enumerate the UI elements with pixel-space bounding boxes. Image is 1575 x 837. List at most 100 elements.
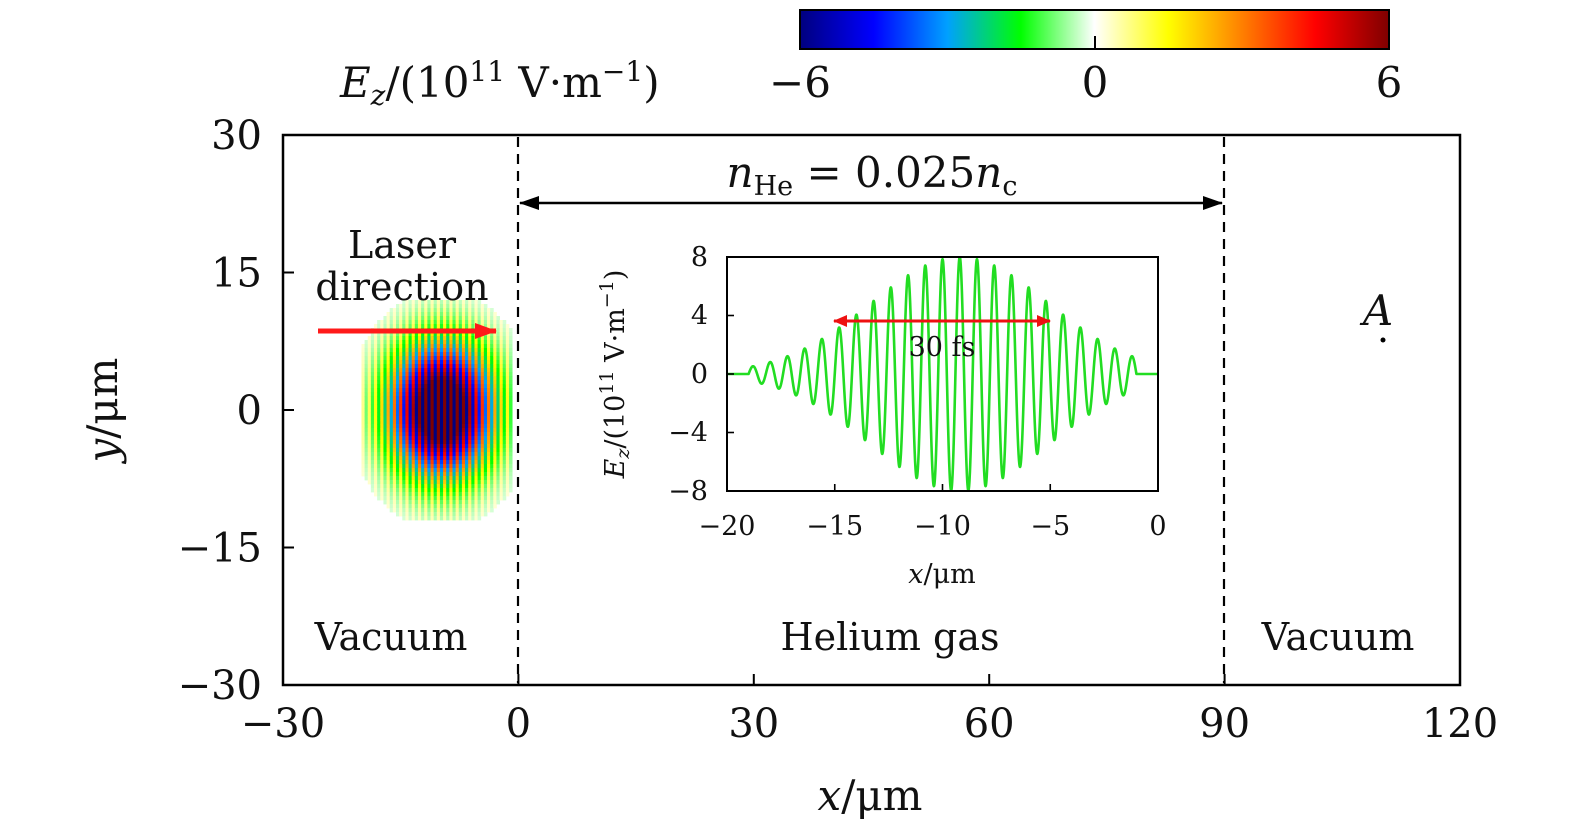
field-cell (405, 388, 409, 393)
field-cell (468, 300, 472, 305)
field-cell (477, 300, 482, 305)
field-cell (443, 480, 447, 485)
field-cell (430, 460, 435, 465)
field-cell (458, 420, 463, 425)
field-cell (399, 368, 403, 373)
field-cell (399, 308, 403, 313)
field-cell (493, 420, 497, 425)
field-cell (508, 484, 513, 489)
field-cell (449, 444, 453, 449)
field-cell (411, 324, 416, 329)
field-cell (455, 456, 460, 461)
field-cell (408, 316, 413, 321)
field-cell (427, 384, 431, 389)
field-cell (374, 420, 378, 425)
field-cell (452, 456, 457, 461)
field-cell (483, 488, 488, 493)
field-cell (424, 364, 428, 369)
field-cell (493, 452, 497, 457)
field-cell (465, 332, 469, 337)
field-cell (496, 352, 500, 357)
field-cell (455, 384, 460, 389)
field-cell (405, 424, 409, 429)
field-cell (455, 388, 460, 393)
field-cell (424, 336, 428, 341)
field-cell (449, 392, 453, 397)
field-cell (458, 464, 463, 469)
field-cell (483, 476, 488, 481)
field-cell (461, 512, 466, 517)
field-cell (427, 420, 431, 425)
field-cell (380, 376, 384, 381)
field-cell (377, 444, 381, 449)
field-cell (452, 420, 457, 425)
field-cell (490, 364, 494, 369)
field-cell (443, 316, 447, 321)
field-cell (392, 460, 397, 465)
field-cell (389, 484, 394, 489)
field-cell (433, 472, 438, 477)
inset-background (727, 257, 1158, 491)
field-cell (386, 316, 391, 321)
colorbar-label-units-2: V·m (505, 58, 602, 107)
field-cell (383, 440, 387, 445)
field-cell (502, 328, 507, 333)
field-cell (402, 392, 406, 397)
field-cell (395, 360, 400, 365)
field-cell (502, 424, 507, 429)
field-cell (439, 468, 444, 473)
field-cell (395, 356, 400, 361)
field-cell (439, 416, 444, 421)
field-cell (402, 412, 406, 417)
field-cell (452, 412, 457, 417)
field-cell (417, 504, 422, 509)
field-cell (483, 496, 488, 501)
field-cell (449, 316, 453, 321)
field-cell (414, 332, 419, 337)
field-cell (502, 356, 507, 361)
field-cell (446, 396, 450, 401)
field-cell (455, 516, 460, 521)
field-cell (493, 468, 497, 473)
field-cell (443, 420, 447, 425)
field-cell (505, 380, 510, 385)
field-cell (487, 340, 491, 345)
field-cell (452, 356, 457, 361)
field-cell (395, 512, 400, 517)
field-cell (458, 380, 463, 385)
field-cell (436, 472, 441, 477)
field-cell (374, 352, 378, 357)
field-cell (399, 500, 403, 505)
main-x-tick-label: 90 (1199, 701, 1250, 747)
field-cell (399, 372, 403, 377)
field-cell (361, 400, 366, 405)
field-cell (424, 464, 428, 469)
field-cell (424, 504, 428, 509)
field-cell (505, 340, 510, 345)
field-cell (493, 340, 497, 345)
field-cell (405, 516, 409, 521)
field-cell (452, 308, 457, 313)
pulse-duration-label: 30 fs (909, 332, 976, 363)
field-cell (386, 464, 391, 469)
field-cell (383, 364, 387, 369)
field-cell (471, 400, 475, 405)
field-cell (443, 488, 447, 493)
field-cell (455, 404, 460, 409)
field-cell (430, 516, 435, 521)
field-cell (477, 372, 482, 377)
field-cell (496, 412, 500, 417)
field-cell (480, 508, 485, 513)
field-cell (399, 400, 403, 405)
field-cell (465, 504, 469, 509)
field-cell (468, 368, 472, 373)
field-cell (411, 356, 416, 361)
field-cell (468, 504, 472, 509)
field-cell (430, 512, 435, 517)
field-cell (477, 416, 482, 421)
field-cell (508, 456, 513, 461)
field-cell (458, 332, 463, 337)
field-cell (389, 376, 394, 381)
field-cell (402, 380, 406, 385)
field-cell (502, 344, 507, 349)
